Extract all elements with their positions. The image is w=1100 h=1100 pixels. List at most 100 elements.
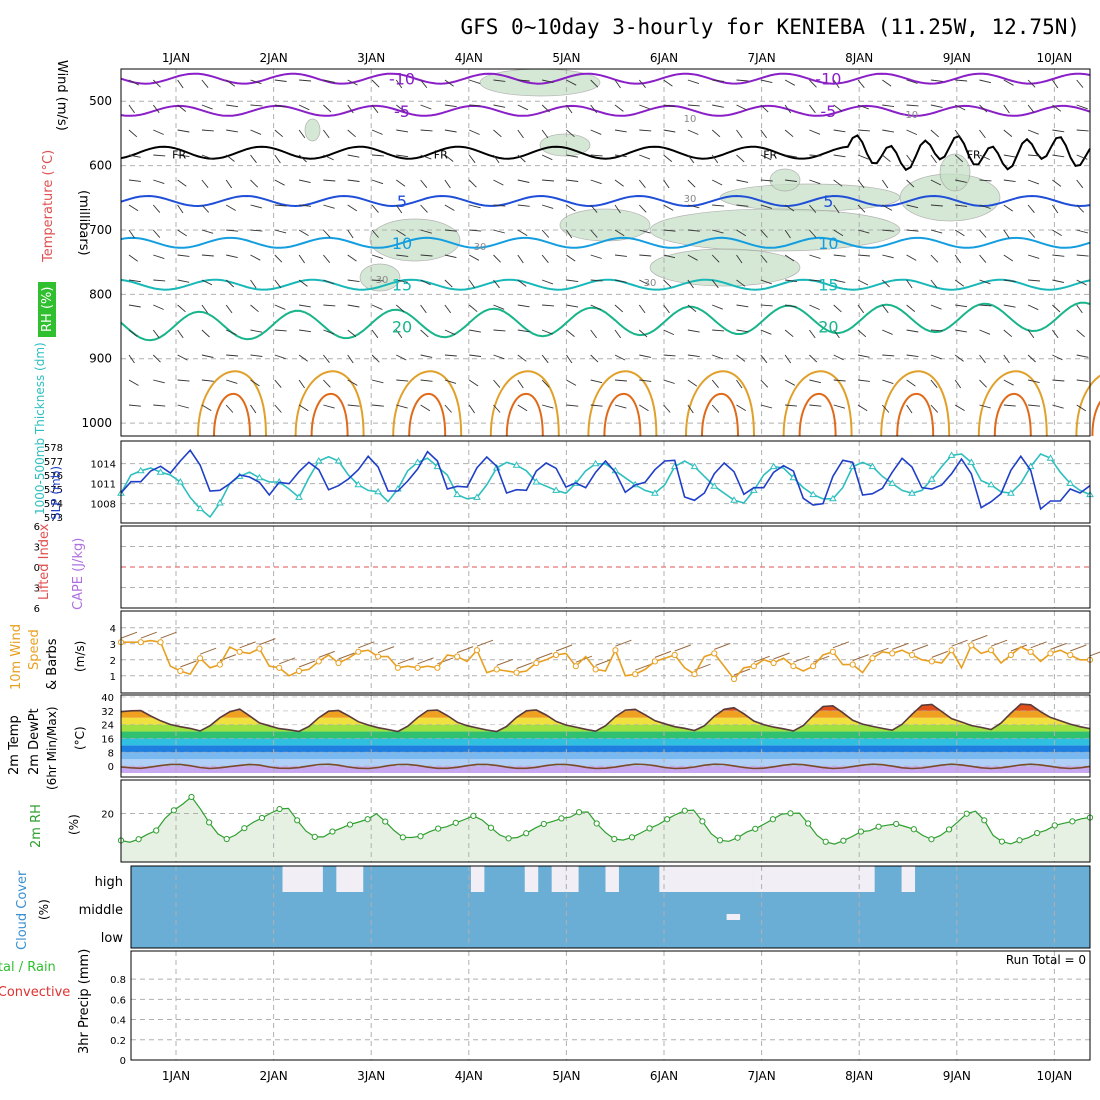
- wind10m-barb: [931, 650, 948, 658]
- wind-barb: [954, 354, 964, 362]
- wind-barb: [225, 204, 236, 211]
- wind10m-line-marker: [513, 669, 520, 676]
- wind-barb: [225, 79, 236, 87]
- wind-barb: [663, 79, 673, 87]
- wind-barb: [663, 229, 676, 232]
- wind-barb: [371, 154, 384, 157]
- rh2m-marker: [1069, 818, 1076, 825]
- wind-barb: [226, 254, 238, 259]
- precip-panel-frame: [130, 950, 1091, 1061]
- wind-barb: [128, 79, 140, 86]
- wind-barb: [396, 154, 409, 158]
- wind-barb: [881, 404, 890, 413]
- wind-barb: [153, 179, 165, 185]
- wind-barb: [979, 179, 992, 182]
- rh2m-marker: [311, 833, 318, 840]
- wind-barb: [833, 379, 846, 382]
- wind-barb: [566, 229, 573, 239]
- wind-barb: [663, 354, 676, 357]
- wind-barb: [128, 279, 141, 283]
- wind-barb: [979, 154, 990, 161]
- wind-barb: [590, 79, 599, 88]
- wind-barb: [517, 254, 524, 264]
- wind-barb: [128, 404, 141, 407]
- thickness-line-marker: [413, 458, 422, 465]
- wind-barb: [736, 204, 749, 207]
- thickness-line-marker: [769, 462, 778, 470]
- wind-barb: [469, 329, 481, 333]
- wind-barb: [930, 254, 939, 263]
- wind-barb: [712, 304, 723, 310]
- wind-barb: [493, 129, 502, 138]
- wind10m-line-marker: [493, 666, 500, 673]
- temp-contour-25: [294, 370, 365, 437]
- wind-barb: [541, 379, 550, 388]
- wind-barb: [1028, 404, 1041, 407]
- wind-barb: [809, 329, 816, 339]
- temp-tick-label: 16: [101, 734, 114, 745]
- thickness-line-marker: [749, 486, 758, 493]
- wind-barb: [153, 404, 166, 407]
- wind-barb: [566, 379, 577, 386]
- wind-barb: [687, 254, 698, 261]
- series-lines: [117, 72, 1100, 845]
- wind-barb: [857, 379, 870, 382]
- wind-barb: [784, 329, 794, 338]
- wind-barb: [566, 404, 579, 407]
- wind-barb: [882, 354, 895, 357]
- wind10m-barb: [318, 650, 335, 658]
- wind-barb: [1052, 179, 1062, 187]
- wind-barb: [590, 304, 602, 311]
- thickness-line-marker: [809, 490, 818, 498]
- wind-barb: [347, 229, 354, 239]
- run-total-label: Run Total = 0: [1006, 953, 1086, 967]
- wind-barb: [201, 379, 214, 382]
- wind-barb: [517, 79, 530, 82]
- wind-barb: [760, 179, 773, 182]
- wind-unit-label: (m/s): [73, 641, 87, 672]
- wind10m-barb: [733, 668, 751, 676]
- rh2m-marker: [399, 834, 406, 841]
- wind-barb: [590, 404, 603, 407]
- temp-band: [121, 724, 1090, 732]
- wind-barb: [1027, 129, 1039, 135]
- day-label-bottom: 3JAN: [357, 1069, 385, 1083]
- wind-barb: [590, 129, 602, 135]
- wind-barb: [638, 329, 648, 338]
- wind-barb: [954, 129, 962, 139]
- wind-barb: [687, 379, 698, 387]
- chart-title: GFS 0~10day 3-hourly for KENIEBA (11.25W…: [460, 15, 1080, 39]
- wind-barb: [274, 179, 285, 186]
- wind10m-line-marker: [869, 655, 876, 662]
- wind-barb: [468, 154, 476, 164]
- wind-barb: [785, 279, 797, 282]
- wind-barb: [250, 154, 257, 164]
- wind-barb: [590, 204, 598, 213]
- wind-barb: [323, 104, 332, 113]
- wind-barb: [444, 179, 451, 189]
- cape-axis-label: CAPE (J/kg): [71, 538, 86, 610]
- wind-barb: [663, 154, 673, 162]
- labels: 1JAN 1JAN 2JAN 2JAN 3JAN 3JAN 4JAN 4JAN 5JAN 5JAN…: [0, 51, 1086, 1083]
- day-label-top: 9JAN: [943, 51, 971, 65]
- wind-barb: [274, 204, 287, 207]
- wind10m-line-marker: [473, 647, 481, 654]
- wind-barb: [687, 229, 700, 232]
- contour-label: FR: [763, 149, 777, 162]
- wind10m-line-marker: [295, 667, 303, 675]
- thickness-line-marker: [888, 479, 897, 486]
- wind-barb: [760, 229, 768, 238]
- wind-barb: [493, 354, 505, 360]
- wind-barb: [639, 154, 651, 160]
- wind-barb: [566, 129, 575, 138]
- wind-barb: [347, 154, 360, 158]
- rh2m-marker: [417, 833, 424, 840]
- wind-barb: [1076, 204, 1085, 213]
- wind-barb: [1003, 379, 1014, 386]
- wind-barb: [541, 129, 549, 139]
- rh2m-axis-label: 2m RH: [29, 804, 44, 848]
- wind-barb: [347, 354, 354, 364]
- wind-barb: [566, 254, 576, 262]
- contour-label: -10: [389, 70, 415, 89]
- wind-barb: [128, 154, 141, 158]
